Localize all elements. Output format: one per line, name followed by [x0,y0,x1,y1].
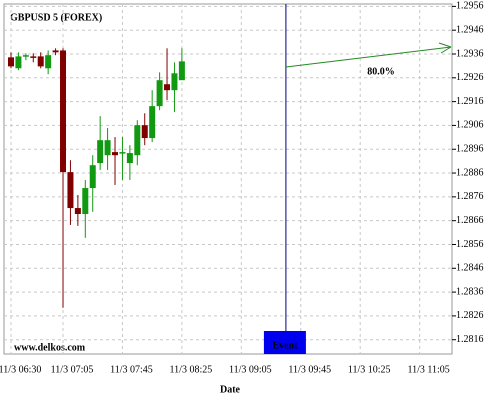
x-tick-label: 11/3 07:05 [51,364,94,375]
x-tick-label: 11/3 09:45 [288,364,331,375]
candle-body [52,50,59,53]
candle-body [30,56,37,58]
candle-body [22,55,29,57]
candle-body [156,80,163,107]
candle-body [171,73,178,91]
candle-body [112,152,119,156]
y-tick-label: 1.2886 [456,167,484,178]
event-box [263,331,306,354]
candle-body [74,208,81,214]
y-tick-label: 1.2936 [456,48,484,59]
annotation-text: 80.0% [367,66,395,77]
y-tick-label: 1.2826 [456,310,484,321]
candle-body [164,84,171,91]
candle-body [178,61,185,81]
candle-body [45,55,52,69]
y-tick-label: 1.2866 [456,215,484,226]
y-tick-label: 1.2896 [456,144,484,155]
x-tick-label: 11/3 10:25 [348,364,391,375]
candle-body [37,56,44,67]
annotation-arrow [285,46,452,68]
y-tick-label: 1.2916 [456,96,484,107]
y-tick-label: 1.2876 [456,191,484,202]
x-tick-label: 11/3 11:05 [407,364,449,375]
event-label: Event [272,340,298,351]
watermark: www.delkos.com [14,342,86,353]
candle-body [8,57,14,67]
y-tick-label: 1.2926 [456,72,484,83]
candle-body [97,140,104,164]
x-tick-label: 11/3 08:25 [170,364,213,375]
y-tick-label: 1.2836 [456,286,484,297]
x-tick-label: 11/3 07:45 [110,364,153,375]
y-tick-label: 1.2906 [456,120,484,131]
x-tick-label: 11/3 09:05 [229,364,272,375]
x-tick-label: 11/3 06:30 [0,364,41,375]
y-tick-label: 1.2816 [456,334,484,345]
candle-body [104,140,111,156]
candle-body [67,172,74,209]
plot-area [3,3,453,355]
candle-body [126,153,133,164]
candle-body [82,188,89,214]
candle-body [89,165,96,189]
x-axis-label: Date [220,384,241,395]
candle-body [149,106,156,139]
candle-body [60,50,67,173]
candle-body [134,125,141,156]
chart-title: GBPUSD 5 (FOREX) [10,12,102,23]
candle-body [15,56,22,69]
candle-body [141,125,148,139]
y-tick-label: 1.2846 [456,263,484,274]
y-tick-label: 1.2946 [456,24,484,35]
arrow-head [438,42,452,54]
y-tick-label: 1.2956 [456,1,484,12]
candle-body [119,152,126,154]
y-tick-label: 1.2856 [456,239,484,250]
